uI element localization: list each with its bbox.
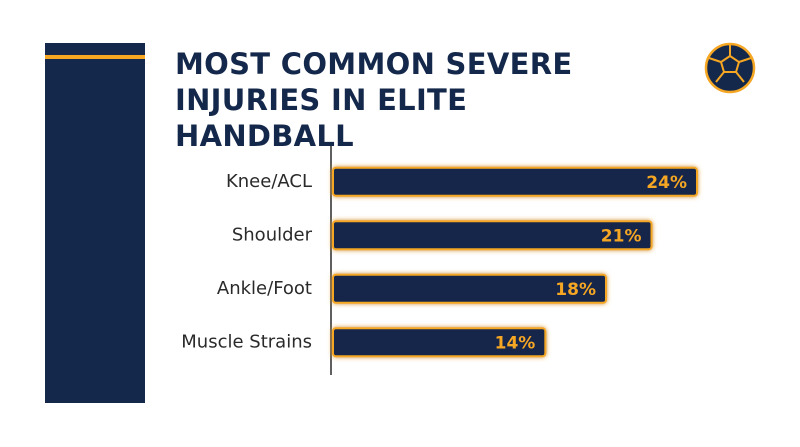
y-tick-label: Muscle Strains: [181, 331, 312, 352]
data-label: 24%: [646, 173, 687, 193]
bar: [332, 166, 698, 197]
bar: [332, 327, 547, 358]
bar: [332, 220, 653, 251]
data-label: 14%: [495, 333, 536, 353]
y-tick-label: Ankle/Foot: [217, 278, 312, 299]
side-band: [45, 43, 145, 403]
bar: [332, 273, 607, 304]
y-tick-label: Shoulder: [232, 224, 313, 245]
side-stripe: [45, 55, 145, 59]
data-label: 21%: [601, 226, 642, 246]
ball-icon: [704, 42, 756, 94]
data-label: 18%: [555, 280, 596, 300]
y-tick-label: Knee/ACL: [226, 171, 312, 192]
chart-title: MOST COMMON SEVERE INJURIES IN ELITE HAN…: [175, 47, 573, 153]
